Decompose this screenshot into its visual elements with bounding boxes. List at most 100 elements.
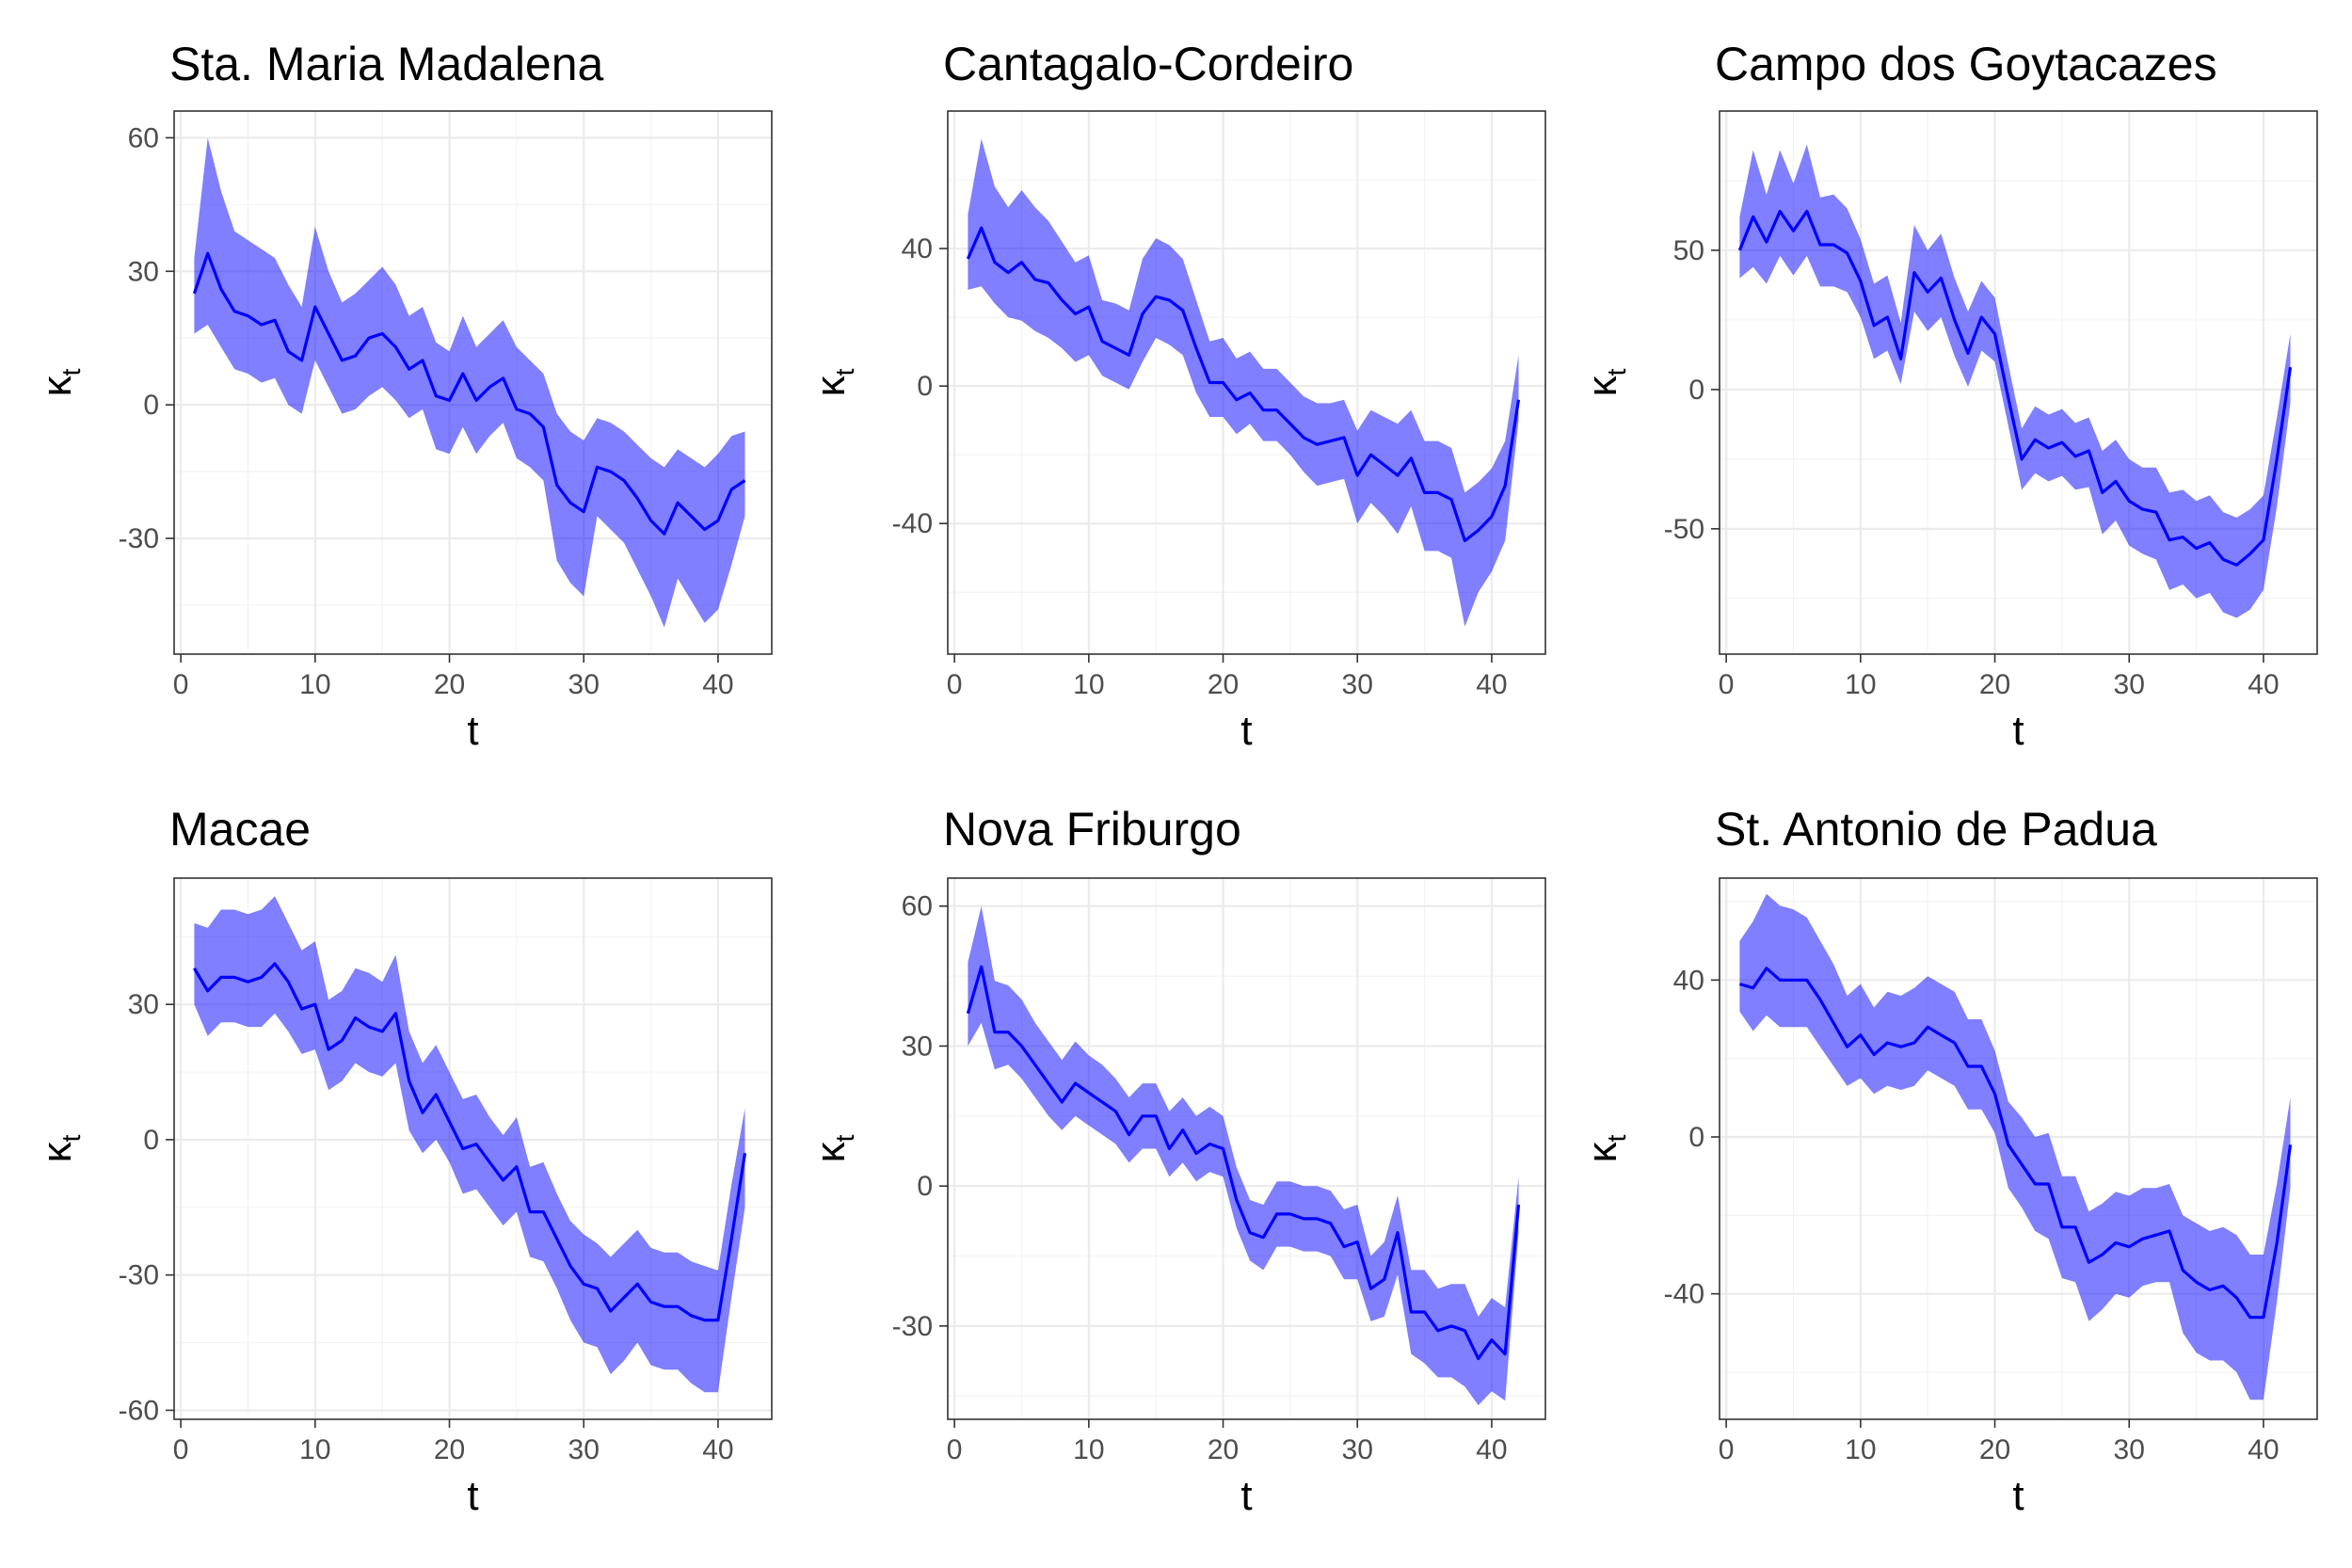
y-axis-title-subscript: t bbox=[830, 368, 859, 376]
y-tick-label: 0 bbox=[143, 1125, 159, 1156]
x-tick-label: 40 bbox=[702, 1434, 733, 1465]
x-tick-label: 30 bbox=[2114, 1434, 2145, 1465]
x-tick-label: 40 bbox=[1476, 1434, 1507, 1465]
panel-title: Campo dos Goytacazes bbox=[1715, 38, 2217, 90]
y-tick-label: 0 bbox=[917, 1171, 933, 1202]
mean-line bbox=[193, 962, 747, 1322]
y-axis-title-main: κ bbox=[808, 1141, 854, 1162]
mean-line bbox=[966, 965, 1521, 1361]
y-axis-title-main: κ bbox=[34, 1141, 80, 1162]
y-axis-title-main: κ bbox=[808, 375, 854, 396]
x-axis-title: t bbox=[1240, 1473, 1252, 1519]
mean-line bbox=[1738, 967, 2293, 1320]
confidence-band bbox=[194, 137, 745, 628]
x-tick-label: 0 bbox=[1719, 669, 1735, 700]
panel-border bbox=[947, 877, 1546, 1420]
x-tick-label: 20 bbox=[1208, 669, 1239, 700]
x-axis-title: t bbox=[2012, 1473, 2024, 1519]
x-tick-label: 10 bbox=[1073, 1434, 1104, 1465]
y-tick-label: 40 bbox=[1673, 965, 1704, 996]
panel-border bbox=[173, 877, 773, 1420]
x-tick-label: 10 bbox=[1845, 1434, 1876, 1465]
panel-border bbox=[1719, 110, 2318, 655]
panel-title: Nova Friburgo bbox=[943, 803, 1241, 856]
y-axis-title-subscript: t bbox=[1602, 368, 1631, 376]
x-tick-label: 10 bbox=[299, 1434, 330, 1465]
y-axis-title-subscript: t bbox=[830, 1134, 859, 1142]
y-axis-title-main: κ bbox=[1579, 1141, 1625, 1162]
y-axis-title-main: κ bbox=[1579, 375, 1625, 396]
panel-border bbox=[947, 110, 1546, 655]
y-tick-label: 50 bbox=[1673, 235, 1704, 266]
x-tick-label: 0 bbox=[947, 669, 963, 700]
y-axis-title: κt bbox=[1579, 1134, 1631, 1162]
y-tick-label: 60 bbox=[902, 891, 933, 922]
y-axis-title: κt bbox=[34, 368, 86, 396]
mean-line bbox=[1737, 209, 2293, 567]
y-tick-label: -60 bbox=[119, 1395, 159, 1426]
panel-title: Macae bbox=[169, 803, 311, 856]
x-tick-label: 30 bbox=[568, 1434, 600, 1465]
confidence-band bbox=[968, 138, 1519, 627]
x-tick-label: 0 bbox=[947, 1434, 963, 1465]
confidence-band bbox=[1739, 893, 2291, 1400]
y-axis-title: κt bbox=[1579, 368, 1631, 396]
y-tick-label: -40 bbox=[892, 508, 933, 539]
y-tick-label: 60 bbox=[128, 122, 159, 153]
x-tick-label: 40 bbox=[2248, 1434, 2279, 1465]
x-tick-label: 0 bbox=[173, 669, 189, 700]
x-tick-label: 10 bbox=[299, 669, 330, 700]
x-tick-label: 30 bbox=[2114, 669, 2145, 700]
y-tick-label: -50 bbox=[1664, 514, 1704, 545]
x-tick-label: 20 bbox=[434, 669, 465, 700]
panel-title: Cantagalo-Cordeiro bbox=[943, 38, 1353, 90]
x-tick-label: 0 bbox=[173, 1434, 189, 1465]
x-tick-label: 40 bbox=[2248, 669, 2279, 700]
y-axis-title-subscript: t bbox=[1602, 1134, 1631, 1142]
x-axis-title: t bbox=[467, 1473, 478, 1519]
y-tick-label: -30 bbox=[119, 523, 159, 554]
panel-title: St. Antonio de Padua bbox=[1715, 803, 2157, 856]
x-tick-label: 40 bbox=[702, 669, 733, 700]
x-tick-label: 0 bbox=[1719, 1434, 1735, 1465]
y-axis-title-subscript: t bbox=[56, 368, 86, 376]
x-tick-label: 10 bbox=[1073, 669, 1104, 700]
y-axis-title: κt bbox=[808, 368, 859, 396]
x-tick-label: 10 bbox=[1845, 669, 1876, 700]
y-tick-label: -30 bbox=[892, 1311, 933, 1342]
x-tick-label: 30 bbox=[568, 669, 600, 700]
x-axis-title: t bbox=[2012, 708, 2024, 754]
mean-line bbox=[192, 251, 746, 536]
y-tick-label: 0 bbox=[1688, 375, 1704, 406]
y-tick-label: 30 bbox=[902, 1031, 933, 1062]
x-axis-title: t bbox=[1240, 708, 1252, 754]
y-axis-title: κt bbox=[34, 1134, 86, 1162]
panel-border bbox=[1719, 877, 2318, 1420]
y-tick-label: 40 bbox=[902, 233, 933, 264]
mean-line bbox=[966, 226, 1521, 543]
panel-title: Sta. Maria Madalena bbox=[169, 38, 604, 90]
x-tick-label: 20 bbox=[1979, 1434, 2010, 1465]
y-tick-label: 30 bbox=[128, 256, 159, 287]
confidence-band bbox=[194, 896, 745, 1393]
x-axis-title: t bbox=[467, 708, 478, 754]
y-tick-label: 0 bbox=[143, 390, 159, 421]
y-axis-title-main: κ bbox=[34, 375, 80, 396]
y-tick-label: 0 bbox=[917, 371, 933, 402]
x-tick-label: 30 bbox=[1342, 669, 1373, 700]
y-tick-label: 30 bbox=[128, 989, 159, 1020]
y-axis-title-subscript: t bbox=[56, 1134, 86, 1142]
y-tick-label: 0 bbox=[1688, 1122, 1704, 1153]
x-tick-label: 40 bbox=[1476, 669, 1507, 700]
x-tick-label: 20 bbox=[434, 1434, 465, 1465]
y-tick-label: -40 bbox=[1664, 1279, 1704, 1310]
x-tick-label: 20 bbox=[1979, 669, 2010, 700]
y-tick-label: -30 bbox=[119, 1260, 159, 1291]
y-axis-title: κt bbox=[808, 1134, 859, 1162]
